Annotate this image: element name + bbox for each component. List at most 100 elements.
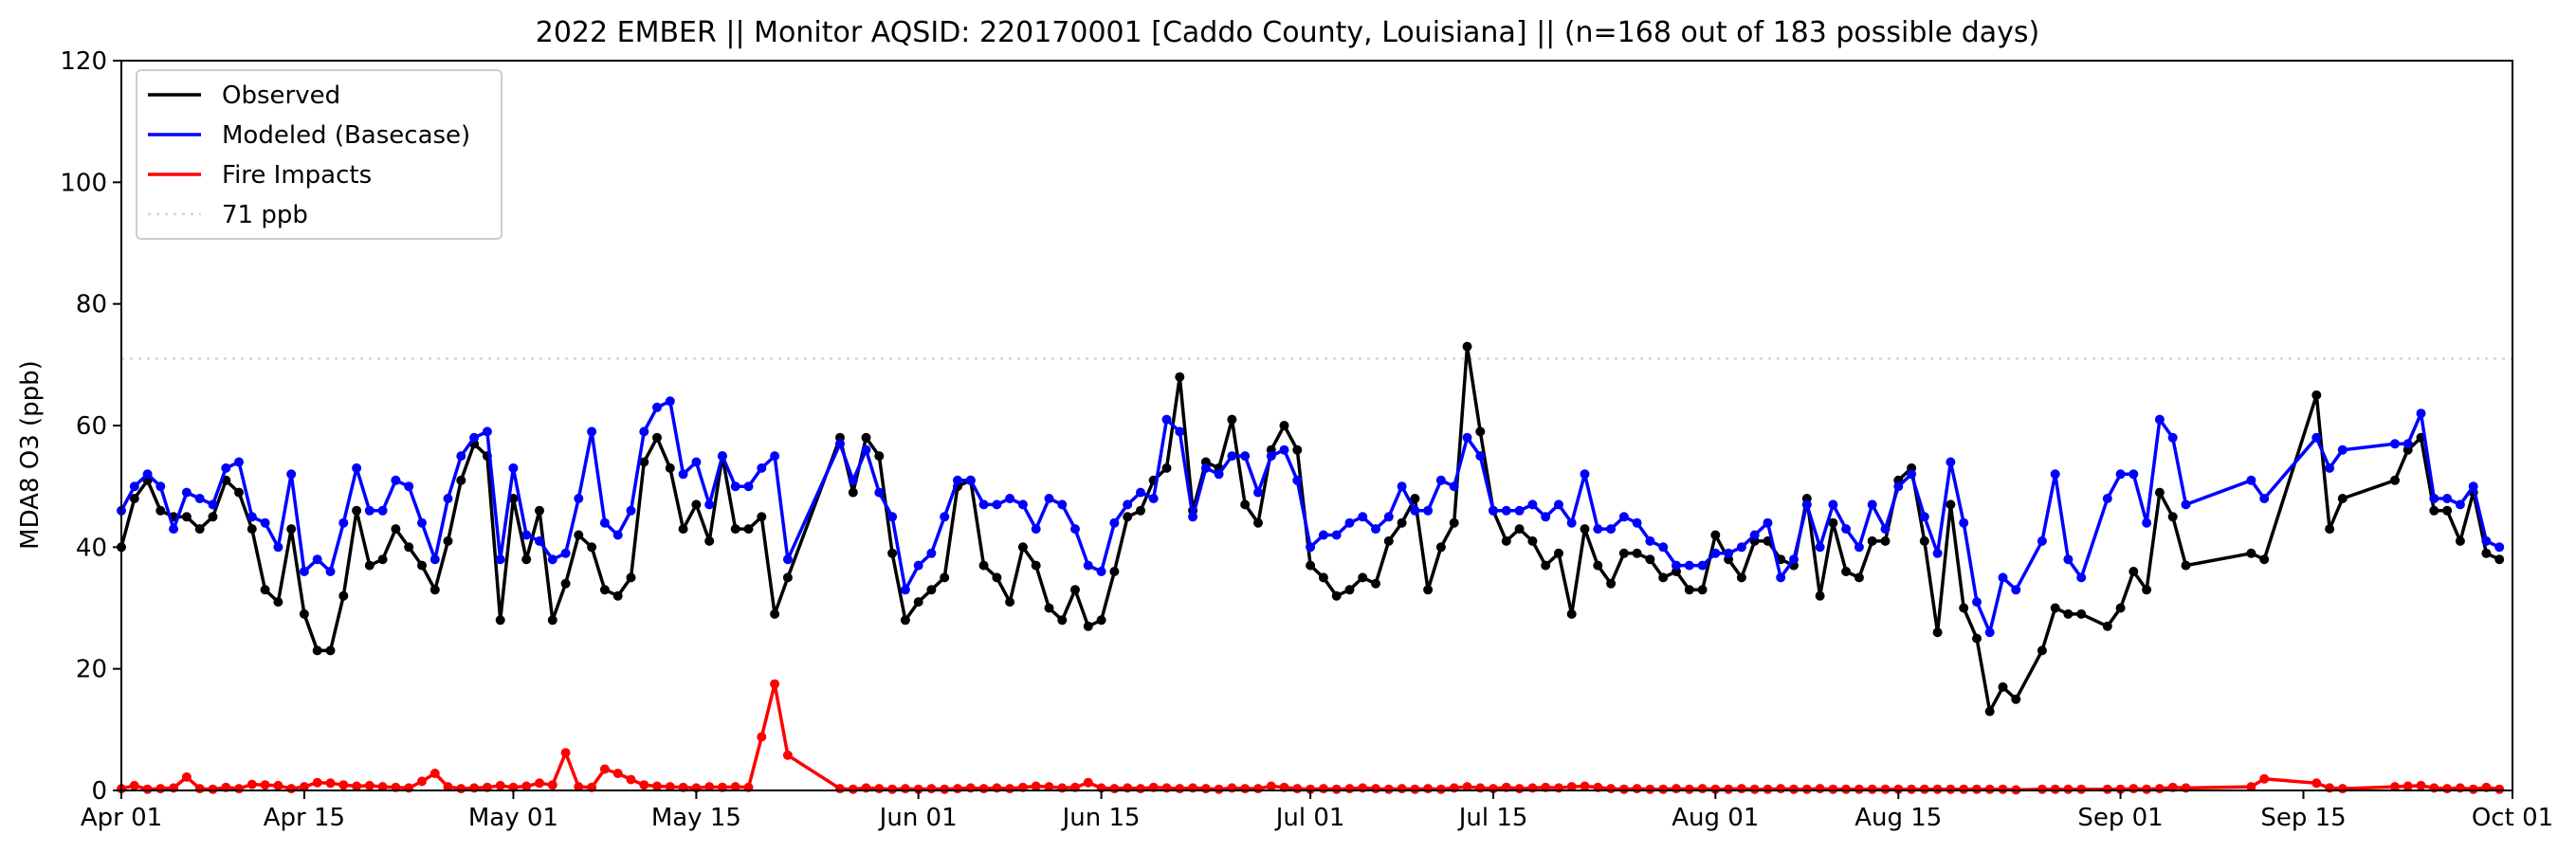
data-point-fire-impacts [1932,784,1943,794]
legend-label: 71 ppb [222,201,308,229]
data-point-observed [1710,530,1721,540]
data-point-fire-impacts [652,781,662,791]
data-point-modeled-basecase [730,481,740,492]
data-point-observed [1919,535,1929,546]
data-point-observed [704,535,715,546]
data-point-fire-impacts [1801,784,1812,794]
data-point-modeled-basecase [1776,572,1786,583]
data-point-observed [1684,585,1694,595]
data-point-modeled-basecase [1188,512,1198,522]
data-point-modeled-basecase [1123,499,1133,510]
data-point-observed [299,608,309,619]
data-point-observed [978,560,989,571]
data-point-fire-impacts [835,784,845,794]
data-point-modeled-basecase [848,475,858,485]
data-point-fire-impacts [848,784,858,794]
data-point-modeled-basecase [913,560,923,571]
data-point-fire-impacts [2468,784,2478,794]
data-point-observed [574,530,584,540]
data-point-observed [234,487,244,498]
data-point-modeled-basecase [1096,567,1106,576]
data-point-observed [286,524,297,535]
data-point-observed [691,499,702,510]
data-point-modeled-basecase [521,530,532,540]
data-point-observed [1658,572,1669,583]
x-tick-label: Sep 15 [2260,804,2346,832]
data-point-modeled-basecase [1070,524,1080,535]
data-point-modeled-basecase [234,457,244,467]
data-point-fire-impacts [521,781,532,791]
data-point-observed [1566,608,1577,619]
data-point-fire-impacts [1423,784,1434,794]
data-point-modeled-basecase [1475,451,1486,462]
data-point-modeled-basecase [978,499,989,510]
data-point-modeled-basecase [338,517,349,528]
data-point-fire-impacts [260,780,270,790]
data-point-modeled-basecase [1383,512,1394,522]
data-point-fire-impacts [639,780,649,790]
y-axis-label: MDA8 O3 (ppb) [16,360,45,550]
data-point-observed [1435,542,1446,553]
data-point-modeled-basecase [612,530,623,540]
data-point-fire-impacts [1776,784,1786,794]
data-point-modeled-basecase [404,481,414,492]
data-point-modeled-basecase [560,548,571,558]
data-point-modeled-basecase [587,426,597,437]
data-point-fire-impacts [1828,784,1838,794]
data-point-modeled-basecase [456,451,466,462]
data-point-modeled-basecase [2011,585,2021,595]
data-point-observed [1946,499,1956,510]
data-point-fire-impacts [574,782,584,792]
data-point-modeled-basecase [1253,487,1263,498]
y-tick-label: 60 [76,412,107,441]
data-point-modeled-basecase [1083,560,1093,571]
data-point-fire-impacts [874,784,885,794]
data-point-fire-impacts [1697,784,1708,794]
data-point-fire-impacts [2115,784,2126,794]
data-point-observed [1580,524,1590,535]
x-tick-label: Jul 01 [1274,804,1345,832]
data-point-modeled-basecase [1200,463,1211,473]
data-point-fire-impacts [1136,784,1145,794]
data-point-modeled-basecase [1541,512,1551,522]
data-point-modeled-basecase [1527,499,1538,510]
data-point-modeled-basecase [352,463,362,473]
data-point-fire-impacts [2416,780,2426,790]
data-point-modeled-basecase [1606,524,1617,535]
data-point-modeled-basecase [1109,517,1120,528]
data-point-observed [1240,499,1251,510]
data-point-fire-impacts [325,778,336,789]
data-point-observed [730,524,740,535]
data-point-modeled-basecase [1148,494,1159,503]
data-point-observed [1880,535,1891,546]
data-point-modeled-basecase [1462,432,1472,443]
data-point-fire-impacts [1253,784,1263,794]
data-point-observed [1017,542,1028,553]
data-point-fire-impacts [1972,784,1982,794]
data-point-observed [181,512,192,522]
data-point-observed [338,590,349,601]
data-point-observed [652,432,662,443]
data-point-modeled-basecase [2050,469,2060,480]
data-point-fire-impacts [1514,784,1525,794]
data-point-modeled-basecase [364,505,375,516]
data-point-fire-impacts [1435,784,1446,794]
data-point-observed [547,615,557,626]
x-tick-label: Jun 15 [1061,804,1141,832]
data-point-modeled-basecase [1893,481,1904,492]
data-point-observed [2076,608,2087,619]
data-point-fire-impacts [1632,784,1642,794]
data-point-modeled-basecase [2076,572,2087,583]
data-point-modeled-basecase [1946,457,1956,467]
data-point-fire-impacts [1672,784,1681,794]
data-point-observed [1541,560,1551,571]
data-point-fire-impacts [377,782,388,792]
data-point-observed [1932,627,1943,638]
data-point-fire-impacts [1031,781,1041,791]
data-point-modeled-basecase [1501,505,1511,516]
data-point-modeled-basecase [273,542,283,553]
data-point-fire-impacts [940,784,950,794]
data-point-modeled-basecase [325,567,336,576]
data-point-modeled-basecase [2390,439,2400,449]
